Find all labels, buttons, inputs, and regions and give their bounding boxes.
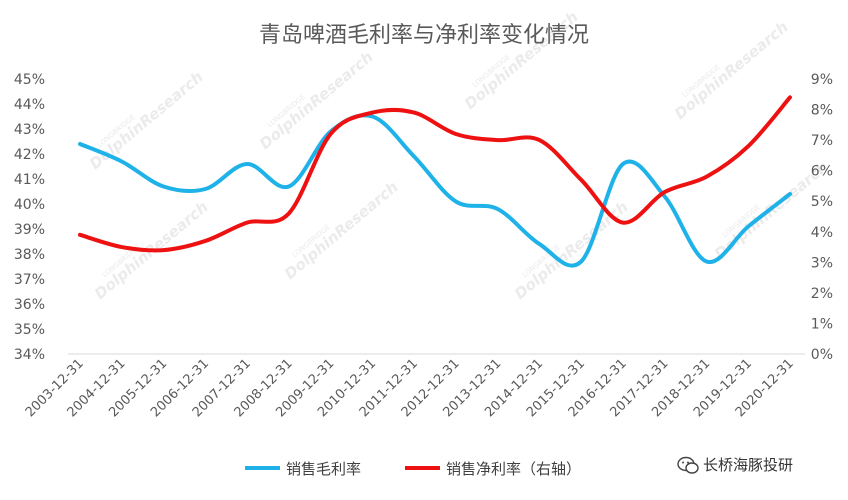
chart-title: 青岛啤酒毛利率与净利率变化情况 (259, 23, 589, 48)
y-left-tick-label: 38% (14, 247, 45, 263)
y-left-tick-label: 42% (14, 147, 45, 163)
y-left-tick-label: 40% (14, 197, 45, 213)
brand-name: 长桥海豚投研 (703, 456, 793, 474)
y-right-tick-label: 3% (811, 255, 833, 271)
y-left-tick-label: 44% (14, 97, 45, 113)
y-left-tick-labels: 34% 35% 36% 37% 38% 39% 40% 41% 42% 43% 44% 45% (14, 72, 45, 363)
y-right-tick-label: 5% (811, 194, 833, 210)
y-right-tick-label: 9% (811, 72, 833, 88)
legend-label-gross-margin: 销售毛利率 (286, 460, 361, 478)
y-right-tick-label: 4% (811, 225, 833, 241)
y-right-tick-label: 6% (811, 164, 833, 180)
y-left-tick-label: 36% (14, 297, 45, 313)
y-left-tick-label: 43% (14, 122, 45, 138)
y-left-tick-label: 35% (14, 322, 45, 338)
y-left-tick-label: 37% (14, 272, 45, 288)
y-right-tick-label: 1% (811, 316, 833, 332)
y-left-tick-label: 45% (14, 72, 45, 88)
y-right-tick-labels: 0% 1% 2% 3% 4% 5% 6% 7% 8% 9% (811, 72, 833, 363)
y-right-tick-label: 0% (811, 347, 833, 363)
series-layer (78, 95, 792, 268)
y-left-tick-label: 39% (14, 222, 45, 238)
wechat-icon (677, 456, 699, 474)
y-right-tick-label: 8% (811, 103, 833, 119)
y-right-tick-label: 7% (811, 133, 833, 149)
y-right-tick-label: 2% (811, 286, 833, 302)
legend: 销售毛利率 销售净利率（右轴） (245, 460, 581, 478)
y-left-tick-label: 34% (14, 347, 45, 363)
brand-logo: 长桥海豚投研 (677, 456, 793, 474)
y-left-tick-label: 41% (14, 172, 45, 188)
series-line-gross-margin (78, 113, 792, 268)
series-line-net-margin (78, 95, 792, 253)
legend-label-net-margin: 销售净利率（右轴） (446, 460, 581, 478)
